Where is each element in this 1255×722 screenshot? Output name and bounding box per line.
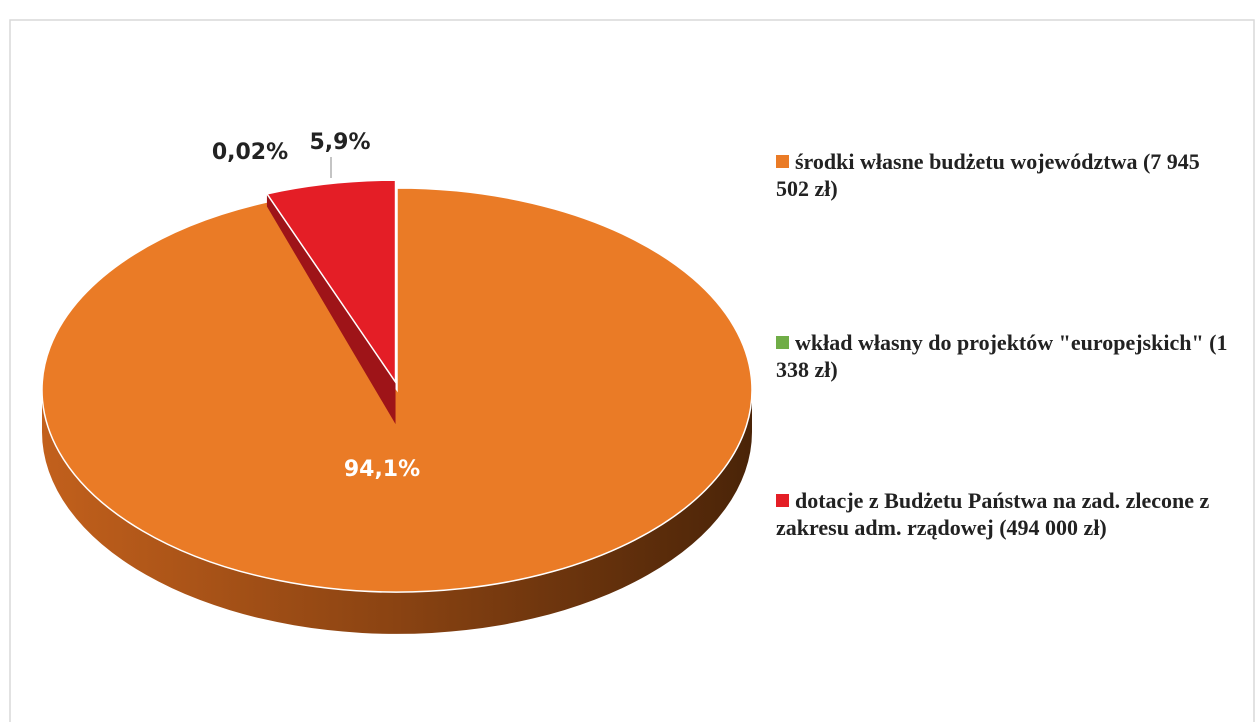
legend-entry: wkład własny do projektów "europejskich"… xyxy=(776,329,1238,383)
data-label: 0,02% xyxy=(212,140,288,165)
data-label: 5,9% xyxy=(309,130,370,155)
legend-entry: środki własne budżetu województwa (7 945… xyxy=(776,148,1238,202)
legend-entry: dotacje z Budżetu Państwa na zad. zlecon… xyxy=(776,487,1238,541)
legend-label: wkład własny do projektów "europejskich"… xyxy=(776,330,1228,382)
pie-side xyxy=(42,390,752,634)
legend-swatch xyxy=(776,494,789,507)
data-label: 94,1% xyxy=(344,457,420,482)
legend-label: dotacje z Budżetu Państwa na zad. zlecon… xyxy=(776,488,1210,540)
legend-swatch xyxy=(776,155,789,168)
legend-label: środki własne budżetu województwa (7 945… xyxy=(776,149,1200,201)
pie-slice xyxy=(265,179,397,385)
slice-side xyxy=(266,193,396,425)
chart-border xyxy=(9,19,1255,722)
legend-swatch xyxy=(776,336,789,349)
